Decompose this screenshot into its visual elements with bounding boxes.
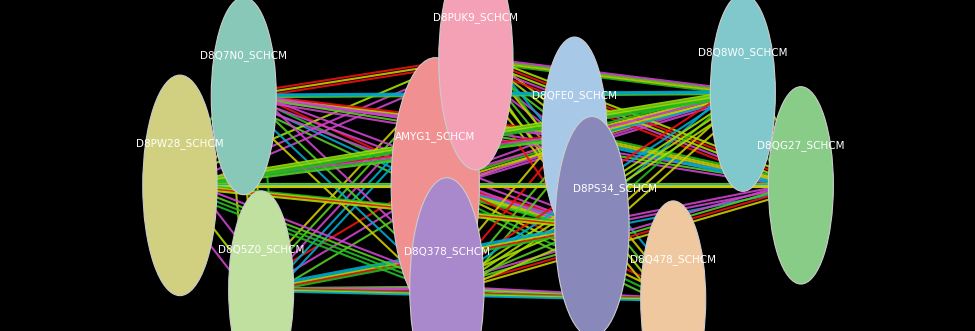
Text: D8Q378_SCHCM: D8Q378_SCHCM — [404, 246, 489, 257]
Ellipse shape — [439, 0, 513, 170]
Text: D8Q478_SCHCM: D8Q478_SCHCM — [630, 254, 717, 265]
Ellipse shape — [555, 117, 629, 331]
Text: D8PUK9_SCHCM: D8PUK9_SCHCM — [434, 12, 519, 23]
Ellipse shape — [410, 178, 484, 331]
Ellipse shape — [229, 191, 293, 331]
Text: D8Q8W0_SCHCM: D8Q8W0_SCHCM — [698, 47, 788, 58]
Ellipse shape — [212, 0, 276, 195]
Ellipse shape — [542, 37, 607, 234]
Text: D8PW28_SCHCM: D8PW28_SCHCM — [136, 138, 223, 149]
Ellipse shape — [768, 87, 834, 284]
Text: D8QG27_SCHCM: D8QG27_SCHCM — [758, 140, 844, 151]
Ellipse shape — [391, 58, 480, 313]
Text: D8Q7N0_SCHCM: D8Q7N0_SCHCM — [200, 50, 288, 61]
Text: D8Q5Z0_SCHCM: D8Q5Z0_SCHCM — [218, 244, 304, 255]
Text: AMYG1_SCHCM: AMYG1_SCHCM — [395, 131, 476, 142]
Ellipse shape — [641, 201, 706, 331]
Text: D8PS34_SCHCM: D8PS34_SCHCM — [573, 183, 657, 194]
Ellipse shape — [142, 75, 217, 296]
Text: D8QFE0_SCHCM: D8QFE0_SCHCM — [532, 90, 617, 101]
Ellipse shape — [711, 0, 775, 191]
